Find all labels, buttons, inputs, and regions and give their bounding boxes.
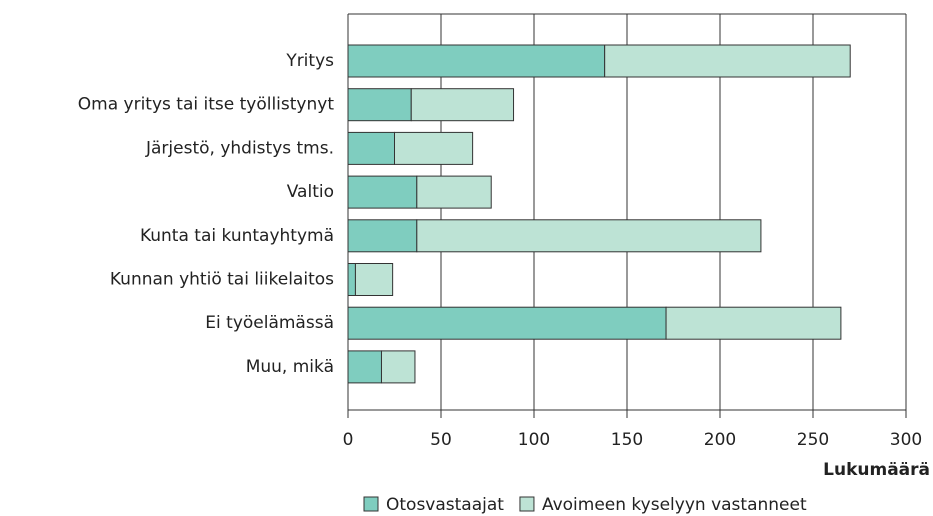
x-tick-label: 300 xyxy=(890,430,922,450)
y-tick-label: Kunta tai kuntayhtymä xyxy=(140,226,334,246)
y-tick-label: Kunnan yhtiö tai liikelaitos xyxy=(110,270,334,290)
bar xyxy=(394,131,474,165)
legend-swatch xyxy=(363,496,379,512)
legend-label: Avoimeen kyselyyn vastanneet xyxy=(542,495,807,515)
bar xyxy=(347,350,382,384)
bar xyxy=(604,44,851,78)
x-tick-label: 200 xyxy=(704,430,736,450)
x-tick-label: 250 xyxy=(797,430,829,450)
x-tick-label: 0 xyxy=(343,430,354,450)
bar xyxy=(347,44,606,78)
x-tick-label: 50 xyxy=(430,430,452,450)
bar xyxy=(665,306,842,340)
bar xyxy=(347,88,412,122)
legend-swatch xyxy=(519,496,535,512)
bar xyxy=(416,175,492,209)
x-axis-label: Lukumäärä xyxy=(823,460,930,480)
bar xyxy=(347,219,418,253)
y-tick-label: Muu, mikä xyxy=(246,357,334,377)
bar xyxy=(380,350,416,384)
bar xyxy=(347,306,667,340)
bar xyxy=(347,131,395,165)
bar xyxy=(416,219,762,253)
y-tick-label: Ei työelämässä xyxy=(205,313,334,333)
bar xyxy=(347,175,418,209)
y-tick-label: Oma yritys tai itse työllistynyt xyxy=(78,95,335,115)
legend-label: Otosvastaajat xyxy=(386,495,504,515)
x-tick-label: 150 xyxy=(611,430,643,450)
x-tick-label: 100 xyxy=(518,430,550,450)
bar xyxy=(347,263,356,296)
y-tick-label: Järjestö, yhdistys tms. xyxy=(145,138,334,158)
y-tick-label: Yritys xyxy=(285,51,334,71)
bar xyxy=(410,88,515,122)
bar xyxy=(354,263,394,296)
y-tick-label: Valtio xyxy=(287,182,334,202)
